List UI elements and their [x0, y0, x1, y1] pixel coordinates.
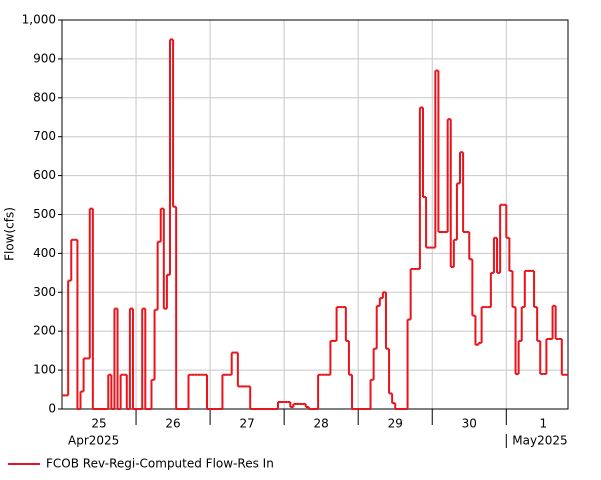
x-tick-label: 26 [165, 417, 180, 431]
x-tick-label: 29 [388, 417, 403, 431]
y-tick-label: 200 [33, 324, 56, 338]
month-label: Apr2025 [68, 434, 119, 448]
x-tick-label: 1 [539, 417, 547, 431]
y-tick-label: 800 [33, 90, 56, 104]
y-tick-label: 500 [33, 207, 56, 221]
x-tick-label: 25 [91, 417, 106, 431]
y-tick-label: 0 [48, 402, 56, 416]
y-tick-label: 1,000 [22, 13, 56, 27]
month-label: May2025 [512, 434, 567, 448]
y-tick-label: 600 [33, 168, 56, 182]
y-tick-label: 300 [33, 285, 56, 299]
x-tick-label: 27 [239, 417, 254, 431]
y-tick-label: 100 [33, 363, 56, 377]
y-tick-label: 700 [33, 129, 56, 143]
y-tick-label: 900 [33, 51, 56, 65]
y-axis-label: Flow(cfs) [3, 207, 17, 261]
x-tick-label: 30 [462, 417, 477, 431]
x-tick-label: 28 [314, 417, 329, 431]
y-tick-label: 400 [33, 246, 56, 260]
legend-label: FCOB Rev-Regi-Computed Flow-Res In [46, 457, 274, 471]
